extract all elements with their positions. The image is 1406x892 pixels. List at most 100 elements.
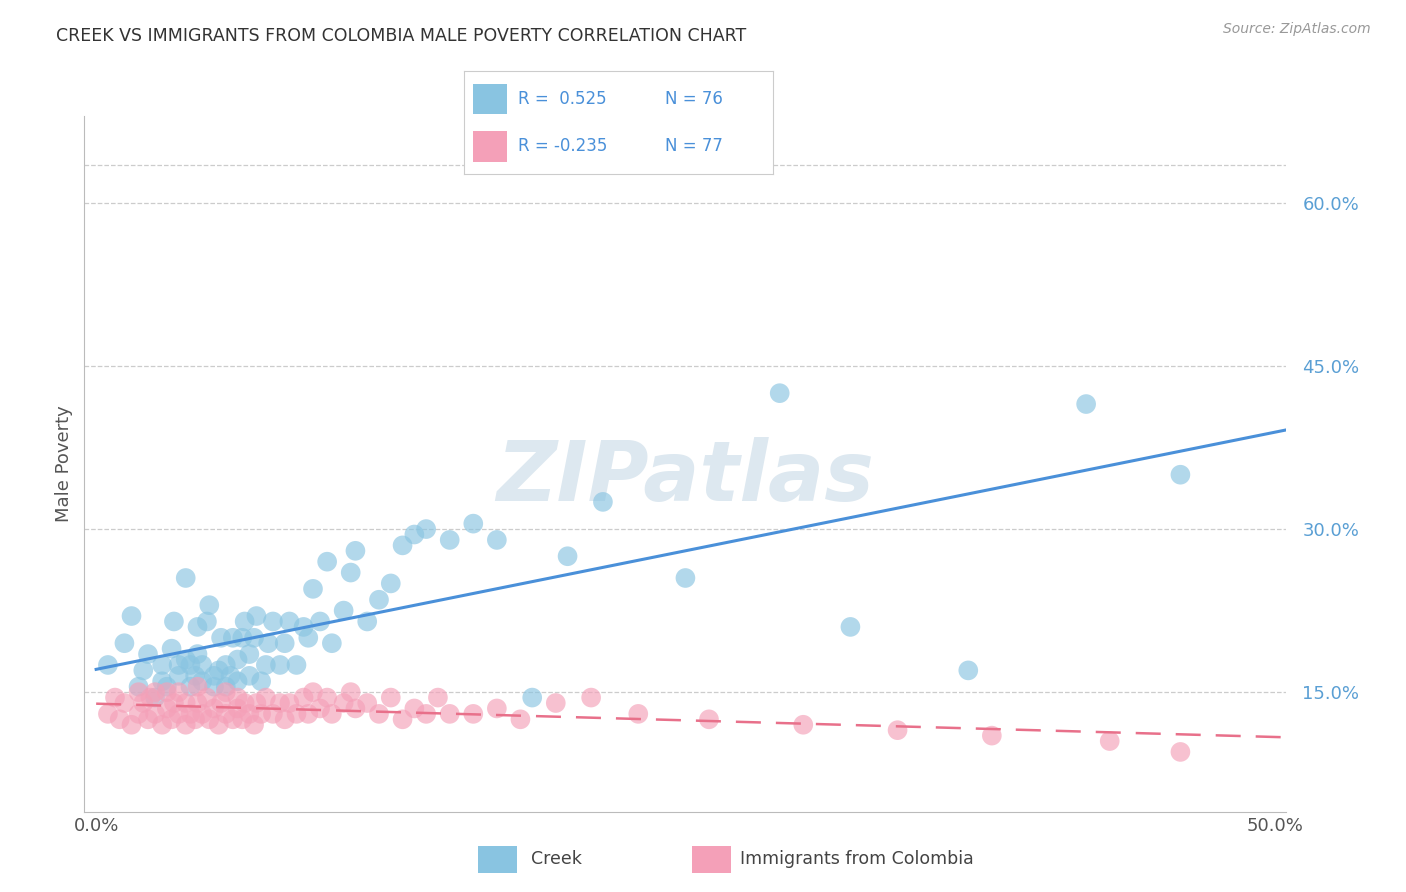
Point [415,706,437,721]
Point [544,696,567,710]
Point [136,712,159,726]
Point [128,706,150,721]
Point [163,696,186,710]
Point [222,631,245,645]
Point [186,680,208,694]
Text: R = -0.235: R = -0.235 [517,136,607,154]
Point [509,712,531,726]
Point [1076,397,1098,411]
Point [195,690,218,705]
Point [321,706,343,721]
Point [792,717,814,731]
Point [160,712,183,726]
Point [278,696,301,710]
Point [243,631,266,645]
Point [380,576,402,591]
Point [174,717,197,731]
Point [238,669,260,683]
Text: Source: ZipAtlas.com: Source: ZipAtlas.com [1223,22,1371,37]
Point [114,636,135,650]
Point [136,647,159,661]
Text: Creek: Creek [531,849,582,868]
Point [627,706,650,721]
Point [297,631,319,645]
Point [557,549,579,564]
Point [198,598,221,612]
Point [108,712,131,726]
Point [980,729,1002,743]
Bar [474,84,508,114]
Point [391,538,413,552]
Point [278,615,301,629]
Point [202,680,225,694]
Point [179,657,201,672]
Point [202,669,225,683]
Point [675,571,697,585]
Point [957,664,980,678]
Text: N = 77: N = 77 [665,136,723,154]
Point [186,647,208,661]
Point [344,543,367,558]
Point [209,696,232,710]
Point [292,690,315,705]
Point [238,647,260,661]
Point [184,712,207,726]
Point [332,604,354,618]
Point [273,712,295,726]
Point [198,712,221,726]
Point [254,690,277,705]
Point [215,685,238,699]
Point [579,690,602,705]
Point [114,696,135,710]
Point [97,706,120,721]
Point [273,636,295,650]
Point [269,696,291,710]
Point [309,615,332,629]
Point [167,685,190,699]
Point [208,717,231,731]
Point [195,615,218,629]
Point [226,674,249,689]
Point [186,620,208,634]
Point [485,701,508,715]
Point [156,680,179,694]
Point [156,701,179,715]
Point [463,706,485,721]
Point [1170,467,1192,482]
Point [250,706,273,721]
Point [139,690,162,705]
Point [202,701,225,715]
Point [302,685,325,699]
Text: N = 76: N = 76 [665,89,723,108]
Point [121,717,143,731]
Point [143,706,166,721]
Point [150,674,173,689]
Text: ZIPatlas: ZIPatlas [496,437,875,518]
Point [160,641,183,656]
Point [356,615,378,629]
Point [215,657,238,672]
Point [179,680,201,694]
Point [316,555,339,569]
Point [463,516,485,531]
Point [316,690,339,705]
Point [243,717,266,731]
Point [1098,734,1121,748]
Point [769,386,792,401]
Point [231,712,253,726]
Point [391,712,413,726]
Point [592,495,614,509]
Point [297,706,319,721]
Point [245,609,267,624]
Point [309,701,332,715]
Point [238,706,260,721]
Bar [474,131,508,161]
Point [156,685,179,699]
Point [380,690,402,705]
Point [179,706,201,721]
Point [226,690,249,705]
Point [215,680,238,694]
Point [233,696,256,710]
Point [332,696,354,710]
Point [208,664,231,678]
